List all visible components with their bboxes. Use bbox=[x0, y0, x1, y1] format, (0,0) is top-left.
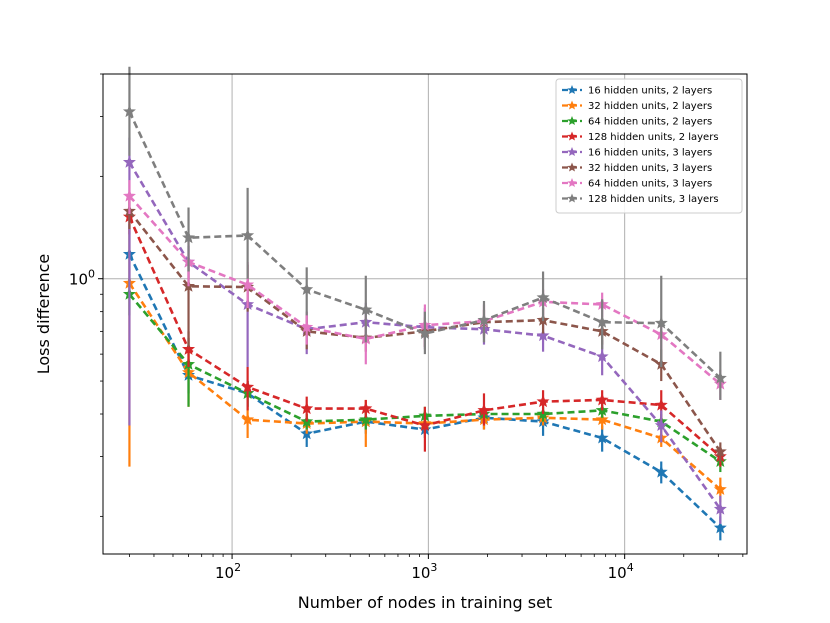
data-point bbox=[477, 403, 491, 416]
legend-marker bbox=[567, 162, 577, 172]
data-point bbox=[300, 401, 314, 415]
data-point bbox=[654, 398, 668, 411]
series-2 bbox=[122, 229, 727, 503]
data-point bbox=[654, 418, 668, 432]
series-line bbox=[128, 195, 722, 386]
legend-entry: 16 hidden units, 2 layers bbox=[562, 85, 712, 97]
legend-label: 64 hidden units, 2 layers bbox=[588, 117, 712, 128]
x-tick-label: 104 bbox=[608, 561, 634, 582]
data-point bbox=[241, 228, 255, 242]
series-8 bbox=[122, 66, 727, 400]
series-line bbox=[128, 282, 722, 491]
plot-series bbox=[122, 66, 727, 541]
data-point bbox=[241, 412, 255, 426]
series-line bbox=[128, 161, 722, 510]
data-point bbox=[536, 290, 550, 304]
axis-ticks: 102 103 104 100 bbox=[69, 73, 744, 582]
data-point bbox=[536, 328, 550, 342]
data-point bbox=[359, 302, 373, 316]
legend-box bbox=[555, 78, 743, 214]
y-axis-label: Loss difference bbox=[34, 254, 53, 375]
plot-frame bbox=[102, 73, 748, 555]
legend-label: 128 hidden units, 3 layers bbox=[588, 194, 719, 205]
legend-entry: 128 hidden units, 2 layers bbox=[562, 131, 719, 143]
legend-marker bbox=[567, 178, 577, 188]
data-point bbox=[300, 282, 314, 295]
legend-label: 16 hidden units, 3 layers bbox=[588, 148, 712, 159]
data-point bbox=[595, 431, 609, 444]
legend-marker bbox=[567, 147, 577, 157]
legend-entry: 64 hidden units, 2 layers bbox=[562, 116, 712, 128]
data-point bbox=[122, 155, 136, 168]
data-point bbox=[595, 315, 609, 328]
data-point bbox=[241, 380, 255, 393]
data-point bbox=[182, 230, 196, 244]
data-point bbox=[595, 349, 609, 363]
x-tick-label: 102 bbox=[215, 561, 241, 582]
data-point bbox=[713, 502, 727, 515]
legend-marker bbox=[567, 193, 577, 203]
x-axis-label: Number of nodes in training set bbox=[298, 593, 552, 612]
data-point bbox=[182, 342, 196, 355]
legend-entry: 128 hidden units, 3 layers bbox=[562, 193, 719, 205]
legend-label: 32 hidden units, 3 layers bbox=[588, 163, 712, 174]
legend-entry: 32 hidden units, 2 layers bbox=[562, 100, 712, 112]
legend-marker bbox=[567, 100, 577, 110]
data-point bbox=[595, 393, 609, 406]
data-point bbox=[713, 371, 727, 384]
legend-label: 16 hidden units, 2 layers bbox=[588, 86, 712, 97]
data-point bbox=[241, 277, 255, 291]
legend-marker bbox=[567, 131, 577, 141]
x-tick-label: 103 bbox=[411, 561, 437, 582]
series-line bbox=[128, 111, 722, 380]
data-point bbox=[713, 521, 727, 534]
data-point bbox=[477, 313, 491, 326]
data-point bbox=[418, 418, 432, 432]
data-point bbox=[359, 412, 373, 426]
legend-entry: 16 hidden units, 3 layers bbox=[562, 147, 712, 159]
legend: 16 hidden units, 2 layers 32 hidden units… bbox=[555, 78, 743, 214]
data-point bbox=[122, 189, 136, 202]
data-point bbox=[654, 316, 668, 329]
y-tick-label: 100 bbox=[69, 268, 95, 289]
data-point bbox=[122, 104, 136, 118]
data-point bbox=[713, 482, 727, 495]
data-point bbox=[536, 394, 550, 408]
data-point bbox=[300, 320, 314, 333]
legend-marker bbox=[567, 85, 577, 95]
data-point bbox=[418, 326, 432, 340]
legend-entry: 32 hidden units, 3 layers bbox=[562, 162, 712, 174]
legend-label: 128 hidden units, 2 layers bbox=[588, 132, 719, 143]
legend-marker bbox=[567, 116, 577, 126]
data-point bbox=[713, 444, 727, 458]
data-point bbox=[359, 401, 373, 415]
data-point bbox=[595, 412, 609, 426]
legend-label: 64 hidden units, 3 layers bbox=[588, 179, 712, 190]
data-point bbox=[654, 465, 668, 478]
legend-entry: 64 hidden units, 3 layers bbox=[562, 178, 712, 190]
legend-label: 32 hidden units, 2 layers bbox=[588, 101, 712, 112]
